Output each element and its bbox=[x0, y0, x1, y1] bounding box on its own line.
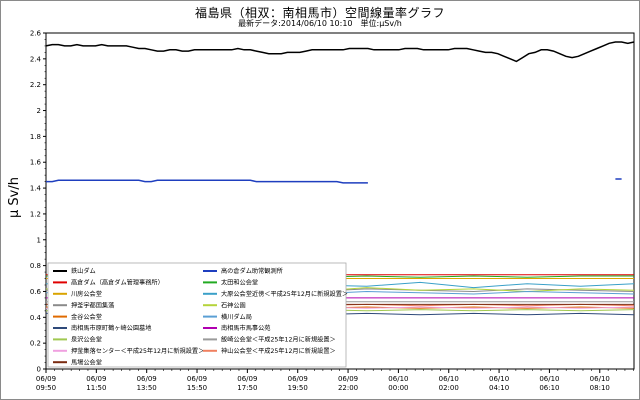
x-tick-time: 09:50 bbox=[36, 384, 56, 392]
legend-label: 横川ダム局 bbox=[221, 313, 252, 321]
y-tick-label: 0 bbox=[37, 366, 41, 374]
legend-label: 川房公会堂 bbox=[71, 290, 102, 298]
x-tick-date: 06/10 bbox=[489, 375, 509, 383]
x-tick-time: 15:50 bbox=[187, 384, 207, 392]
y-tick-label: 2.4 bbox=[30, 55, 42, 63]
legend-label: 太田和公会堂 bbox=[221, 279, 258, 287]
x-tick-time: 04:10 bbox=[489, 384, 509, 392]
y-tick-label: 2.2 bbox=[30, 81, 41, 89]
legend-label: 南相馬市原町鶴ヶ崎公園墓地 bbox=[71, 324, 151, 332]
chart-subtitle: 最新データ:2014/06/10 10:10 単位:μSv/h bbox=[238, 19, 402, 28]
x-tick-date: 06/09 bbox=[237, 375, 257, 383]
x-tick-time: 00:00 bbox=[388, 384, 408, 392]
y-tick-label: 0.8 bbox=[30, 262, 41, 270]
legend-box bbox=[47, 262, 347, 368]
x-tick-date: 06/10 bbox=[539, 375, 559, 383]
y-tick-label: 1 bbox=[37, 236, 41, 244]
y-tick-label: 2.6 bbox=[30, 30, 42, 38]
x-tick-date: 06/09 bbox=[187, 375, 207, 383]
y-tick-label: 1.2 bbox=[30, 210, 41, 218]
legend-label: 神山公会堂＜平成25年12月に新規設置＞ bbox=[221, 347, 336, 355]
chart-title: 福島県（相双：南相馬市）空間線量率グラフ bbox=[194, 6, 445, 20]
y-tick-label: 0.6 bbox=[30, 288, 42, 296]
x-tick-date: 06/09 bbox=[137, 375, 157, 383]
x-tick-time: 19:50 bbox=[288, 384, 308, 392]
x-tick-date: 06/09 bbox=[86, 375, 106, 383]
series-line bbox=[45, 41, 635, 63]
x-tick-date: 06/10 bbox=[590, 375, 610, 383]
y-tick-label: 0.4 bbox=[30, 314, 42, 322]
legend-label: 押釜集落センター＜平成25年12月に新規設置＞ bbox=[71, 347, 204, 355]
x-tick-time: 02:00 bbox=[439, 384, 459, 392]
x-tick-date: 06/10 bbox=[388, 375, 408, 383]
x-tick-time: 22:00 bbox=[338, 384, 358, 392]
legend-label: 金谷公会堂 bbox=[71, 313, 102, 321]
x-tick-date: 06/09 bbox=[288, 375, 308, 383]
y-tick-label: 1.4 bbox=[30, 185, 42, 193]
legend-label: 鉄山ダム bbox=[71, 267, 96, 275]
y-tick-label: 1.6 bbox=[30, 159, 42, 167]
y-tick-label: 2 bbox=[37, 107, 41, 115]
x-tick-date: 06/10 bbox=[439, 375, 459, 383]
legend-label: 押釜宇都国集落 bbox=[71, 301, 115, 309]
legend-label: 南相馬市馬事公苑 bbox=[221, 324, 271, 332]
x-tick-time: 17:50 bbox=[237, 384, 257, 392]
legend-label: 高倉ダム（高倉ダム管理事務所） bbox=[71, 279, 164, 287]
x-tick-time: 08:10 bbox=[590, 384, 610, 392]
x-tick-time: 11:50 bbox=[86, 384, 106, 392]
legend-label: 高の倉ダム助常観測所 bbox=[221, 267, 283, 275]
legend-label: 泉沢公会堂 bbox=[71, 336, 102, 344]
y-tick-label: 0.2 bbox=[30, 340, 41, 348]
legend-label: 飯崎公会堂＜平成25年12月に新規設置＞ bbox=[221, 336, 336, 344]
x-tick-time: 13:50 bbox=[137, 384, 157, 392]
y-tick-label: 1.8 bbox=[30, 133, 41, 141]
legend-label: 石神公園 bbox=[221, 301, 246, 309]
x-tick-time: 06:10 bbox=[539, 384, 559, 392]
legend-label: 馬場公会堂 bbox=[71, 358, 102, 366]
series-line bbox=[46, 178, 622, 184]
legend-label: 大原公会堂近傍＜平成25年12月に新規設置＞ bbox=[221, 290, 348, 298]
x-tick-date: 06/09 bbox=[36, 375, 56, 383]
x-tick-date: 06/09 bbox=[338, 375, 358, 383]
